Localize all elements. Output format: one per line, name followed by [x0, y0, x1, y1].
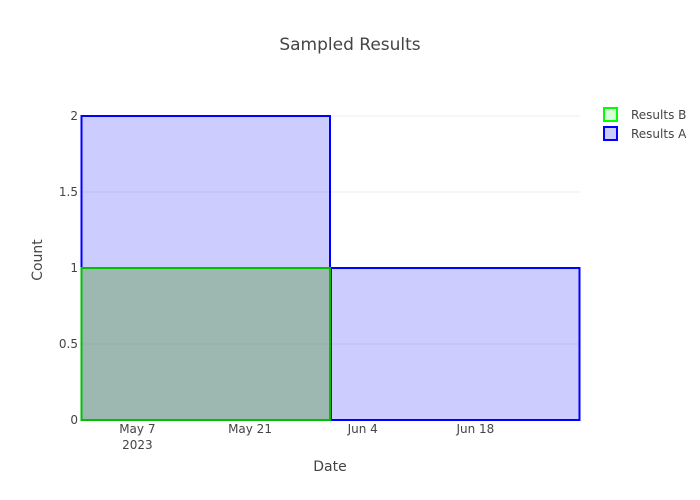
bars: [80, 115, 581, 421]
axes: 0 0.5 1 1.5 2 May 7 2023 May 21 Jun 4 Jun 18: [59, 109, 494, 452]
bar: [80, 267, 331, 421]
chart-title: Sampled Results: [279, 35, 420, 55]
y-tick-label: 1.5: [59, 185, 78, 199]
x-tick-label: May 7: [119, 422, 155, 436]
x-tick-label: Jun 18: [455, 422, 494, 436]
y-tick-label: 1: [70, 261, 78, 275]
bar: [330, 267, 581, 421]
legend-swatch: [603, 126, 618, 141]
y-tick-label: 0.5: [59, 337, 78, 351]
x-tick-label: Jun 4: [347, 422, 378, 436]
legend-swatch: [603, 107, 618, 122]
y-axis-title: Count: [30, 239, 46, 281]
legend-label: Results A: [631, 127, 687, 141]
y-tick-label: 0: [70, 413, 78, 427]
x-tick-label: May 21: [228, 422, 272, 436]
legend: Results B Results A: [603, 107, 687, 141]
x-axis-title: Date: [313, 459, 346, 475]
y-tick-label: 2: [70, 109, 78, 123]
legend-label: Results B: [631, 108, 686, 122]
x-tick-sublabel: 2023: [122, 438, 153, 452]
